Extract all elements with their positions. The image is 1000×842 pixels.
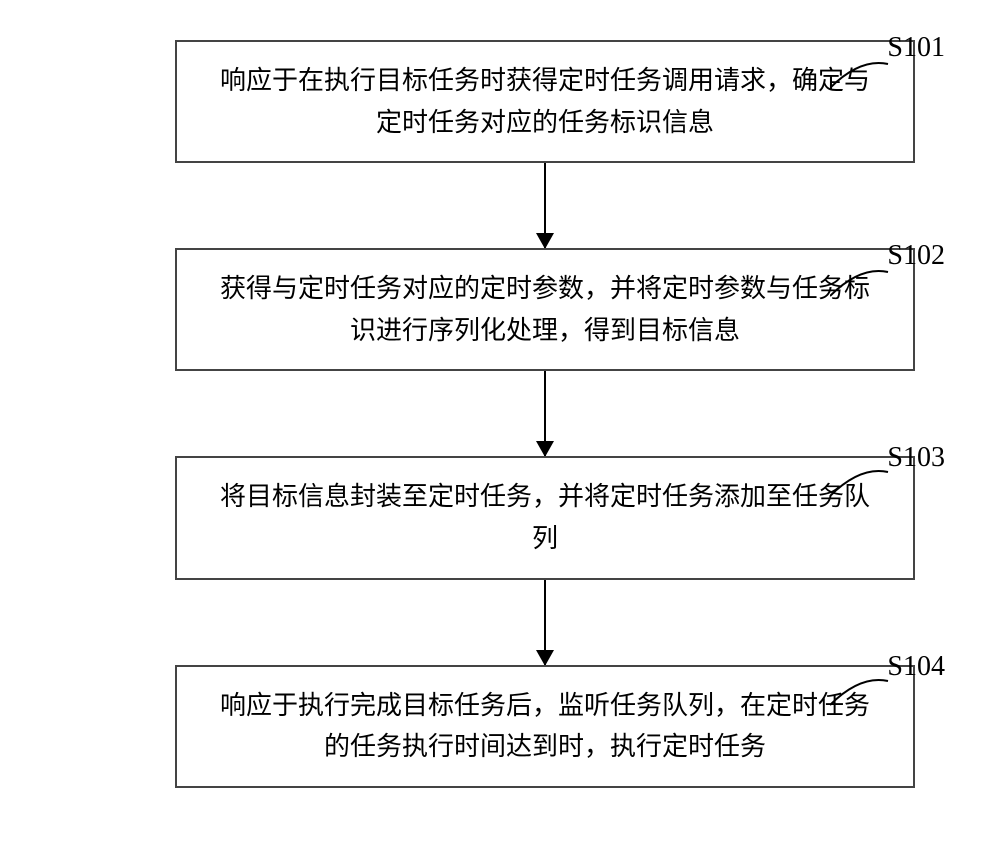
step-label: S102 <box>887 240 945 272</box>
arrowhead-icon <box>536 233 554 249</box>
step-text: 获得与定时任务对应的定时参数，并将定时参数与任务标识进行序列化处理，得到目标信息 <box>217 268 873 351</box>
step-text: 响应于执行完成目标任务后，监听任务队列，在定时任务的任务执行时间达到时，执行定时… <box>217 685 873 768</box>
flowchart-container: 响应于在执行目标任务时获得定时任务调用请求，确定与定时任务对应的任务标识信息 S… <box>0 0 1000 842</box>
flowchart-arrow <box>544 580 546 665</box>
step-box-s102: 获得与定时任务对应的定时参数，并将定时参数与任务标识进行序列化处理，得到目标信息 <box>175 248 915 371</box>
flowchart-step: 将目标信息封装至定时任务，并将定时任务添加至任务队列 S103 <box>0 456 1000 579</box>
flowchart-step: 获得与定时任务对应的定时参数，并将定时参数与任务标识进行序列化处理，得到目标信息… <box>0 248 1000 371</box>
step-box-s103: 将目标信息封装至定时任务，并将定时任务添加至任务队列 <box>175 456 915 579</box>
arrowhead-icon <box>536 650 554 666</box>
step-box-s101: 响应于在执行目标任务时获得定时任务调用请求，确定与定时任务对应的任务标识信息 <box>175 40 915 163</box>
step-text: 响应于在执行目标任务时获得定时任务调用请求，确定与定时任务对应的任务标识信息 <box>217 60 873 143</box>
connector-row <box>0 163 1000 248</box>
step-text: 将目标信息封装至定时任务，并将定时任务添加至任务队列 <box>217 476 873 559</box>
arrowhead-icon <box>536 441 554 457</box>
connector-row <box>0 580 1000 665</box>
step-label: S103 <box>887 442 945 474</box>
connector-row <box>0 371 1000 456</box>
flowchart-step: 响应于执行完成目标任务后，监听任务队列，在定时任务的任务执行时间达到时，执行定时… <box>0 665 1000 788</box>
flowchart-arrow <box>544 163 546 248</box>
step-label: S101 <box>887 32 945 64</box>
flowchart-step: 响应于在执行目标任务时获得定时任务调用请求，确定与定时任务对应的任务标识信息 S… <box>0 40 1000 163</box>
flowchart-arrow <box>544 371 546 456</box>
step-label: S104 <box>887 651 945 683</box>
step-box-s104: 响应于执行完成目标任务后，监听任务队列，在定时任务的任务执行时间达到时，执行定时… <box>175 665 915 788</box>
